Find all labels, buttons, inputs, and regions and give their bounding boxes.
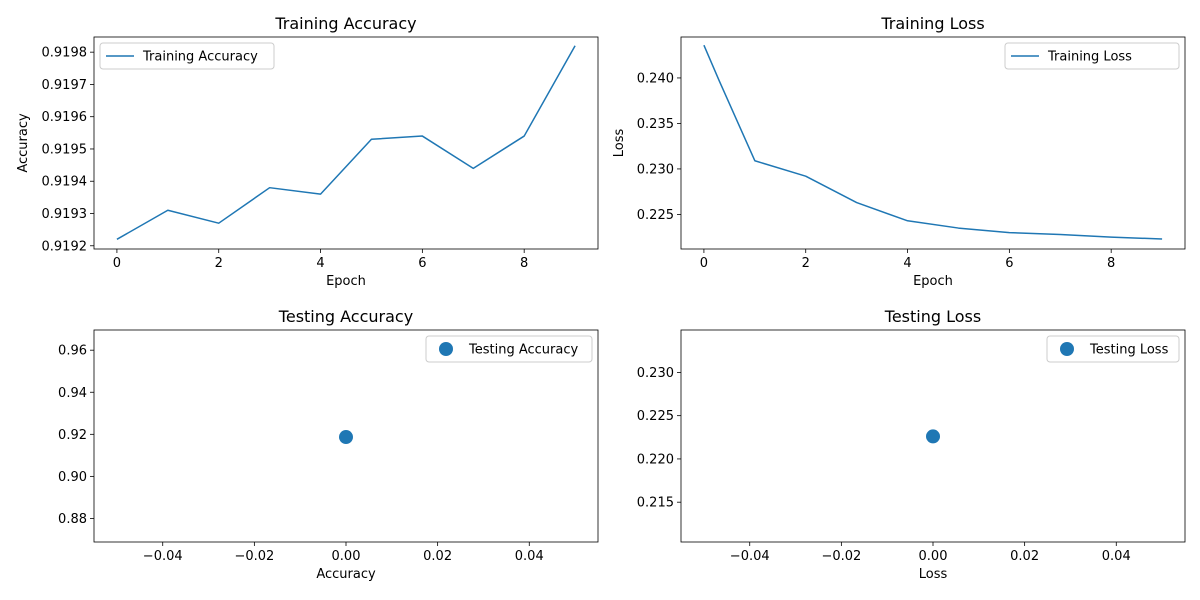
y-tick-label: 0.230 <box>637 366 674 381</box>
y-tick-label: 0.96 <box>58 344 87 359</box>
y-axis-label: Accuracy <box>16 113 31 173</box>
x-tick-label: 6 <box>418 256 426 271</box>
x-tick-label: 4 <box>316 256 324 271</box>
legend-box <box>425 335 593 363</box>
y-tick-label: 0.9196 <box>42 110 88 125</box>
series-line <box>703 44 1163 240</box>
x-tick-label: 2 <box>215 256 223 271</box>
x-tick-label: 0.00 <box>332 549 361 564</box>
x-tick-label: 6 <box>1005 256 1013 271</box>
x-tick-label: 0.04 <box>515 549 544 564</box>
plot-frame <box>680 36 1186 250</box>
chart-title: Testing Loss <box>884 307 981 326</box>
legend-label: Testing Loss <box>1089 343 1169 358</box>
y-tick-label: 0.220 <box>637 452 674 467</box>
legend: Testing Loss <box>1046 335 1180 363</box>
data-point <box>926 429 940 444</box>
x-tick-label: 0.02 <box>1010 549 1039 564</box>
plot-frame <box>93 36 599 250</box>
y-tick-label: 0.225 <box>637 208 674 223</box>
legend-box <box>1046 335 1180 363</box>
y-tick-label: 0.90 <box>58 470 87 485</box>
legend-label: Training Accuracy <box>142 50 258 65</box>
plot-frame <box>93 329 599 543</box>
x-tick-label: −0.04 <box>730 549 770 564</box>
y-tick-label: 0.94 <box>58 386 87 401</box>
chart-3: Testing Accuracy −0.04 −0.02 0.00 0.02 0.04 0.… <box>58 307 599 582</box>
y-tick-label: 0.225 <box>637 409 674 424</box>
y-axis-label: Loss <box>612 129 627 158</box>
y-tick-label: 0.9197 <box>42 78 88 93</box>
x-axis-label: Epoch <box>913 274 953 289</box>
y-tick-label: 0.9198 <box>42 46 88 61</box>
y-tick-label: 0.235 <box>637 117 674 132</box>
y-tick-label: 0.88 <box>58 512 87 527</box>
legend: Training Accuracy <box>99 42 275 70</box>
legend: Training Loss <box>1004 42 1180 70</box>
legend-box <box>99 42 275 70</box>
legend-label: Testing Accuracy <box>468 343 578 358</box>
x-tick-label: 0 <box>700 256 708 271</box>
x-tick-label: 4 <box>903 256 911 271</box>
y-tick-label: 0.9194 <box>42 175 88 190</box>
legend-marker-swatch <box>1060 342 1074 356</box>
x-tick-label: 0.04 <box>1102 549 1131 564</box>
x-tick-label: 8 <box>520 256 528 271</box>
y-tick-label: 0.92 <box>58 428 87 443</box>
x-tick-label: 8 <box>1107 256 1115 271</box>
y-tick-label: 0.240 <box>637 71 674 86</box>
plot-frame <box>680 329 1186 543</box>
x-axis-label: Loss <box>919 567 948 582</box>
legend-label: Training Loss <box>1047 50 1132 65</box>
x-tick-label: −0.04 <box>143 549 183 564</box>
x-tick-label: 0 <box>113 256 121 271</box>
legend-box <box>1004 42 1180 70</box>
chart-title: Training Loss <box>880 14 984 33</box>
y-tick-label: 0.9195 <box>42 142 88 157</box>
chart-4: Testing Loss −0.04 −0.02 0.00 0.02 0.04 0.215 0… <box>637 307 1186 582</box>
chart-title: Training Accuracy <box>274 14 416 33</box>
x-tick-label: 0.02 <box>423 549 452 564</box>
legend-marker-swatch <box>439 342 453 356</box>
x-axis-label: Accuracy <box>316 567 376 582</box>
chart-2: Training Loss 0 2 4 6 8 0.225 0.230 0.235 0.240 Ep… <box>612 14 1186 289</box>
chart-title: Testing Accuracy <box>278 307 413 326</box>
x-axis-label: Epoch <box>326 274 366 289</box>
y-tick-label: 0.9193 <box>42 207 88 222</box>
x-tick-label: −0.02 <box>234 549 274 564</box>
y-tick-label: 0.230 <box>637 162 674 177</box>
y-tick-label: 0.9192 <box>42 239 88 254</box>
x-tick-label: 0.00 <box>919 549 948 564</box>
data-point <box>339 430 353 445</box>
y-tick-label: 0.215 <box>637 496 674 511</box>
x-tick-label: −0.02 <box>821 549 861 564</box>
series-line <box>116 45 576 240</box>
x-tick-label: 2 <box>802 256 810 271</box>
chart-1: Training Accuracy 0 2 4 6 8 0.9192 0.9193 0.9194… <box>16 14 599 289</box>
legend: Testing Accuracy <box>425 335 593 363</box>
